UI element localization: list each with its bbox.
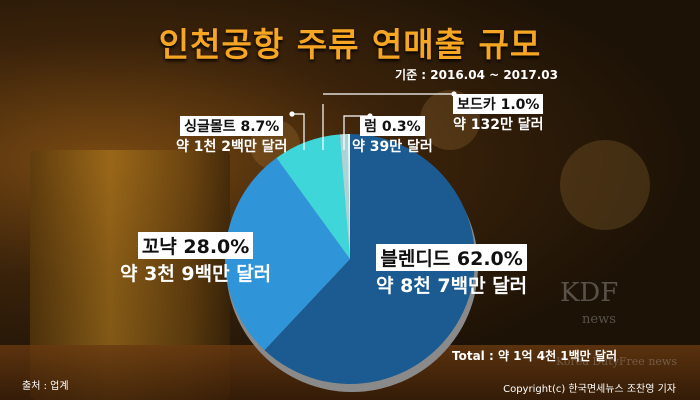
label-singlemalt-percent: 싱글몰트 8.7%	[180, 116, 284, 136]
pie-slice-2	[276, 134, 350, 259]
pie-slice-3	[339, 134, 350, 259]
label-blended: 블렌디드 62.0% 약 8천 7백만 달러	[376, 244, 527, 298]
watermark-sub: news	[582, 312, 616, 327]
label-vodka-amount: 약 132만 달러	[453, 117, 544, 133]
label-vodka-percent: 보드카 1.0%	[453, 94, 544, 114]
label-rum: 럼 0.3% 약 39만 달러	[352, 116, 433, 156]
label-vodka: 보드카 1.0% 약 132만 달러	[453, 94, 544, 134]
pie-slice-4	[347, 134, 350, 259]
label-cognac: 꼬냑 28.0% 약 3천 9백만 달러	[120, 232, 271, 286]
label-cognac-percent: 꼬냑 28.0%	[137, 232, 254, 259]
pie-slice-0	[264, 134, 476, 384]
pie-slice-1	[225, 157, 350, 351]
copyright-label: Copyright(c) 한국면세뉴스 조찬영 기자	[503, 384, 676, 395]
source-label: 출처 : 업계	[22, 381, 69, 392]
page-title: 인천공항 주류 연매출 규모	[158, 25, 542, 64]
label-blended-percent: 블렌디드 62.0%	[376, 244, 527, 271]
label-rum-amount: 약 39만 달러	[352, 139, 433, 155]
bokeh-light	[560, 140, 650, 230]
label-blended-amount: 약 8천 7백만 달러	[376, 275, 528, 297]
leader-dot-singlemalt	[289, 111, 295, 117]
watermark-text: Korea DutyFree news	[556, 355, 677, 368]
label-cognac-amount: 약 3천 9백만 달러	[120, 263, 272, 285]
label-rum-percent: 럼 0.3%	[360, 116, 425, 136]
total-label: Total : 약 1억 4천 1백만 달러	[452, 349, 617, 363]
leader-line-singlemalt	[292, 113, 305, 150]
label-singlemalt: 싱글몰트 8.7% 약 1천 2백만 달러	[176, 116, 287, 156]
watermark-logo: KDF	[560, 278, 619, 308]
label-singlemalt-amount: 약 1천 2백만 달러	[176, 139, 288, 155]
period-label: 기준 : 2016.04 ~ 2017.03	[395, 68, 558, 82]
